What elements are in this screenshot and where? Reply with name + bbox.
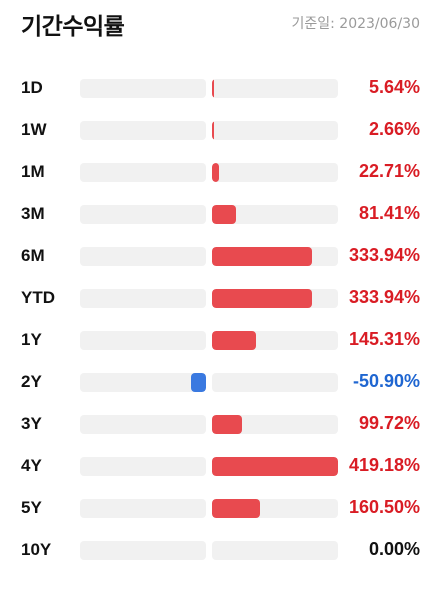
negative-track xyxy=(80,415,206,434)
return-row: 3M 81.41% xyxy=(0,193,444,235)
negative-track xyxy=(80,247,206,266)
negative-track xyxy=(80,289,206,308)
negative-bar xyxy=(190,373,206,392)
return-row: 4Y 419.18% xyxy=(0,445,444,487)
positive-track xyxy=(212,121,338,140)
positive-bar xyxy=(212,331,256,350)
period-label: 10Y xyxy=(21,540,52,559)
return-value: 99.72% xyxy=(358,413,420,433)
positive-bar xyxy=(212,415,242,434)
return-value: 81.41% xyxy=(358,203,420,223)
period-label: 1D xyxy=(21,78,43,97)
positive-bar xyxy=(212,79,214,98)
positive-bar xyxy=(212,163,219,182)
base-date: 기준일: 2023/06/30 xyxy=(291,16,421,32)
return-value: 0.00% xyxy=(368,539,420,559)
positive-track xyxy=(212,79,338,98)
return-value: 419.18% xyxy=(348,455,420,475)
return-value: 160.50% xyxy=(348,497,420,517)
negative-track xyxy=(80,373,206,392)
positive-bar xyxy=(212,499,261,518)
negative-track xyxy=(80,331,206,350)
period-label: 2Y xyxy=(21,372,42,391)
return-row: 6M 333.94% xyxy=(0,235,444,277)
period-label: YTD xyxy=(21,288,55,307)
return-value: 5.64% xyxy=(368,77,420,97)
return-value: 333.94% xyxy=(348,287,420,307)
return-row: 10Y 0.00% xyxy=(0,529,444,571)
period-label: 4Y xyxy=(21,456,42,475)
negative-track xyxy=(80,121,206,140)
negative-track xyxy=(80,499,206,518)
return-row: YTD 333.94% xyxy=(0,277,444,319)
return-value: 145.31% xyxy=(348,329,420,349)
return-value: 2.66% xyxy=(368,119,420,139)
positive-track xyxy=(212,541,338,560)
return-row: 2Y -50.90% xyxy=(0,361,444,403)
period-return-list: 1D 5.64% 1W 2.66% 1M 22.71% 3M 81.41% 6M 333.94% Y… xyxy=(0,67,444,571)
positive-track xyxy=(212,457,338,476)
positive-bar xyxy=(212,289,313,308)
positive-track xyxy=(212,499,338,518)
return-row: 1M 22.71% xyxy=(0,151,444,193)
return-row: 1Y 145.31% xyxy=(0,319,444,361)
return-row: 5Y 160.50% xyxy=(0,487,444,529)
period-label: 5Y xyxy=(21,498,42,517)
positive-bar xyxy=(212,205,237,224)
return-value: 22.71% xyxy=(358,161,420,181)
return-row: 1D 5.64% xyxy=(0,67,444,109)
positive-track xyxy=(212,205,338,224)
positive-track xyxy=(212,247,338,266)
period-label: 3Y xyxy=(21,414,42,433)
positive-bar xyxy=(212,247,313,266)
negative-track xyxy=(80,457,206,476)
header: 기간수익률 기준일: 2023/06/30 xyxy=(0,0,444,50)
period-label: 3M xyxy=(21,204,45,223)
period-label: 1M xyxy=(21,162,45,181)
period-label: 1W xyxy=(21,120,47,139)
negative-track xyxy=(80,163,206,182)
period-label: 1Y xyxy=(21,330,42,349)
positive-bar xyxy=(212,457,338,476)
positive-track xyxy=(212,163,338,182)
return-row: 1W 2.66% xyxy=(0,109,444,151)
negative-track xyxy=(80,541,206,560)
negative-track xyxy=(80,205,206,224)
positive-track xyxy=(212,331,338,350)
positive-track xyxy=(212,415,338,434)
positive-bar xyxy=(212,121,214,140)
page-title: 기간수익률 xyxy=(21,14,125,40)
negative-track xyxy=(80,79,206,98)
return-value: 333.94% xyxy=(348,245,420,265)
positive-track xyxy=(212,373,338,392)
period-label: 6M xyxy=(21,246,45,265)
positive-track xyxy=(212,289,338,308)
return-row: 3Y 99.72% xyxy=(0,403,444,445)
return-value: -50.90% xyxy=(352,371,420,391)
